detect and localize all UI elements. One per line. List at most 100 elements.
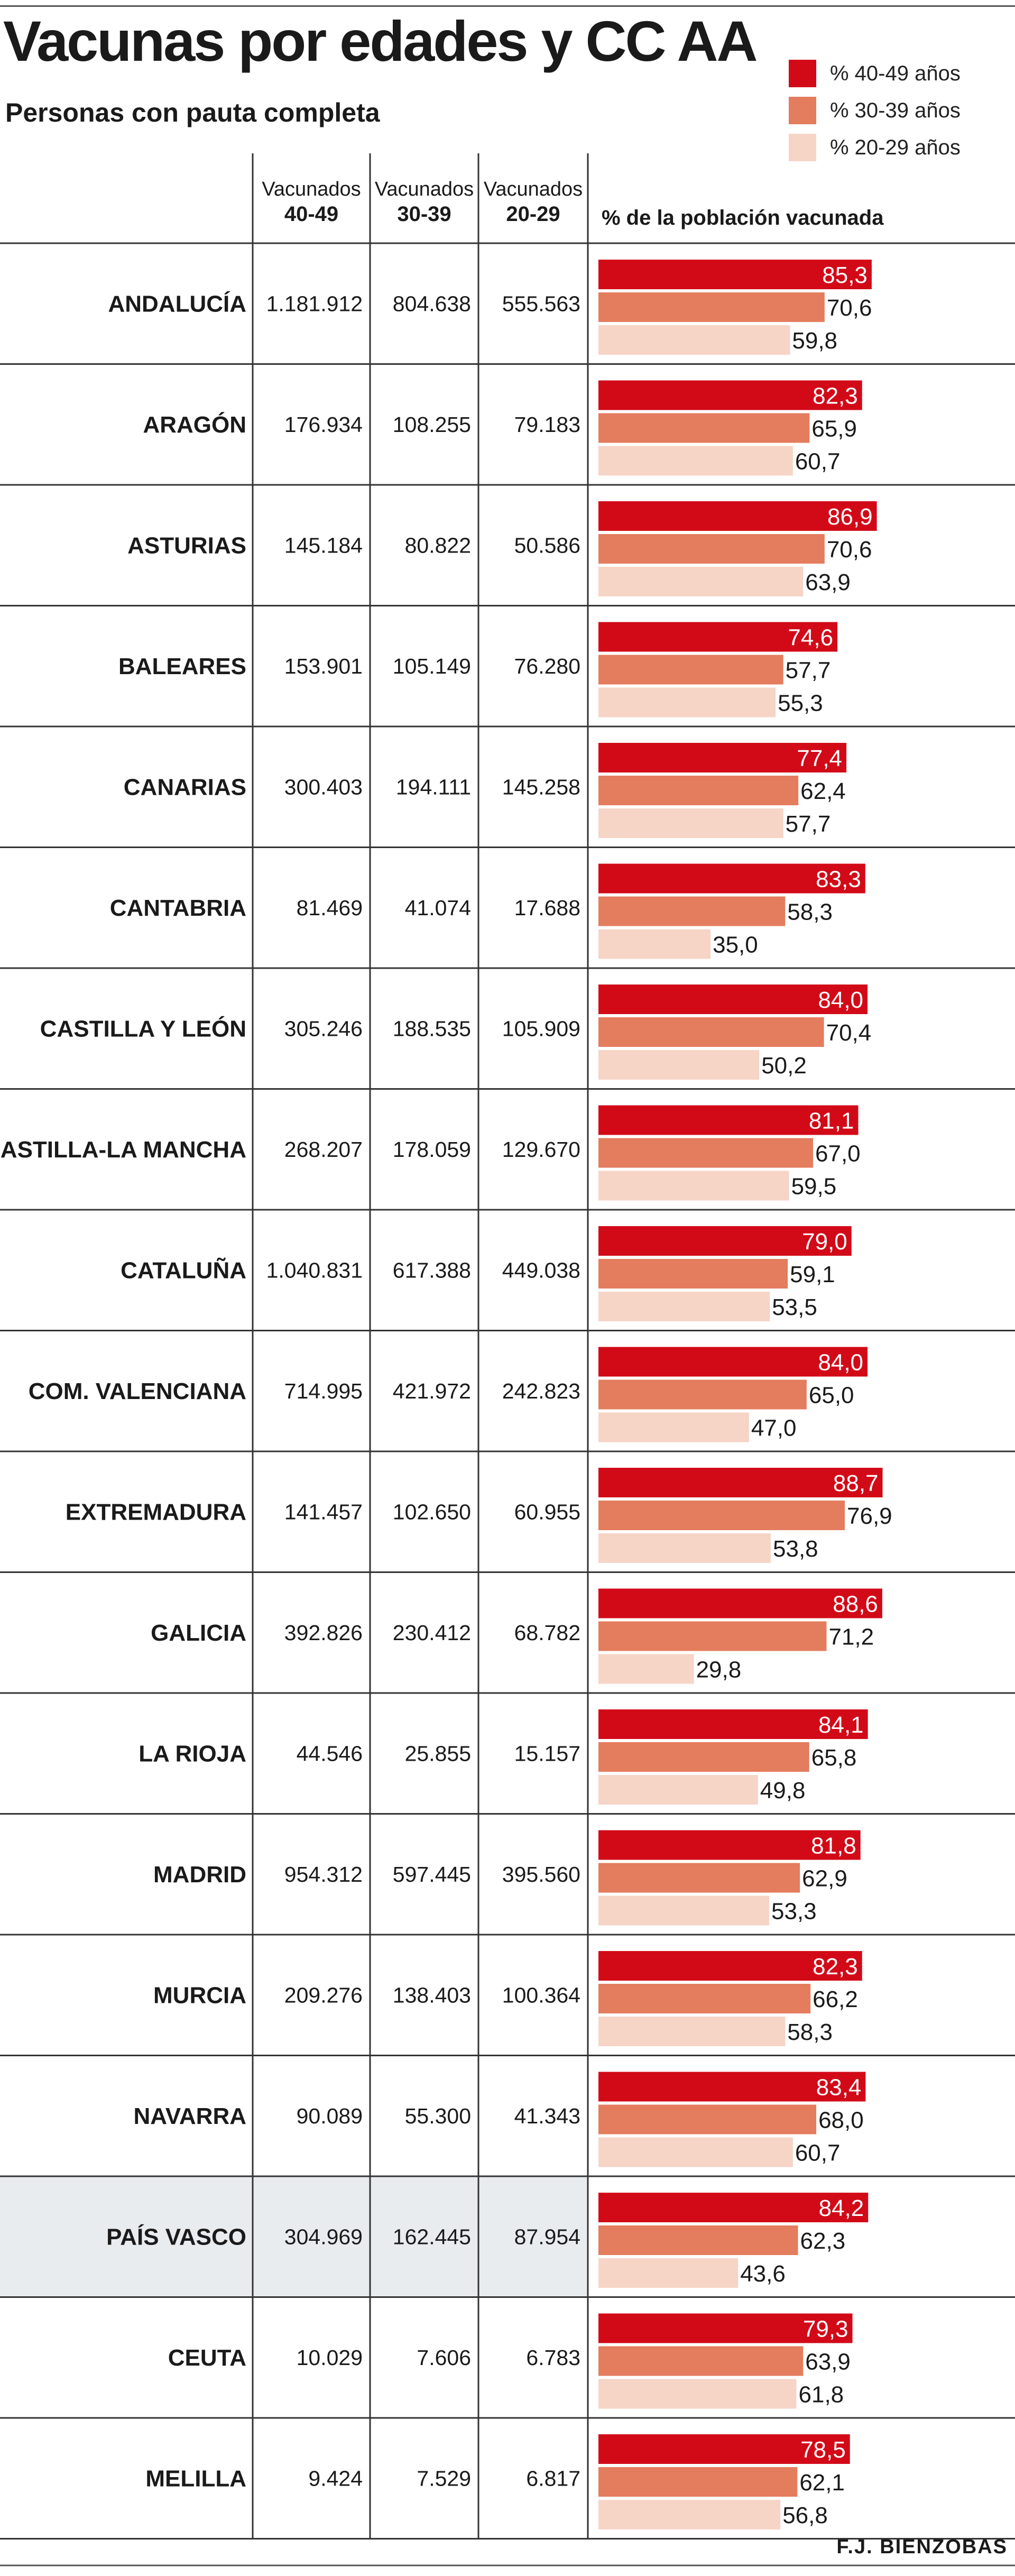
bar-value-label: 86,9	[827, 504, 873, 530]
legend-item-30-39: % 30-39 años	[789, 92, 961, 129]
bar-value-label: 74,6	[788, 625, 833, 651]
vaccinated-count: 242.823	[502, 1379, 580, 1403]
legend-swatch-40-49	[789, 60, 816, 87]
vaccinated-count: 6.783	[526, 2345, 580, 2370]
bar-value-label: 62,3	[800, 2228, 846, 2254]
vaccinated-count: 449.038	[502, 1258, 580, 1282]
bar-20-29	[598, 325, 790, 355]
bar-40-49	[598, 1226, 852, 1256]
vaccinated-count: 300.403	[284, 775, 363, 799]
bar-value-label: 78,5	[800, 2437, 846, 2463]
bar-value-label: 70,4	[826, 1020, 872, 1046]
vaccinated-count: 76.280	[514, 654, 580, 678]
col-header-line1: Vacunados	[375, 178, 474, 200]
bar-40-49	[598, 260, 872, 289]
bar-40-49	[598, 2072, 866, 2102]
bar-40-49	[598, 1709, 868, 1739]
region-name: EXTREMADURA	[66, 1499, 246, 1525]
bar-value-label: 65,8	[811, 1745, 857, 1771]
bar-40-49	[598, 2193, 869, 2222]
vaccinated-count: 305.246	[284, 1016, 363, 1041]
bar-value-label: 65,9	[811, 416, 857, 442]
region-name: ASTURIAS	[127, 532, 246, 558]
vaccinated-count: 188.535	[393, 1016, 471, 1041]
bar-20-29	[598, 446, 793, 476]
vaccinated-count: 44.546	[297, 1741, 363, 1765]
top-rule	[0, 5, 1015, 7]
bar-value-label: 58,3	[787, 899, 833, 925]
vaccinated-count: 1.181.912	[266, 291, 363, 316]
bar-value-label: 62,9	[802, 1866, 847, 1892]
vaccinated-count: 50.586	[514, 533, 580, 557]
vaccinated-count: 55.300	[405, 2104, 471, 2128]
bar-20-29	[598, 687, 776, 717]
bar-value-label: 85,3	[822, 262, 868, 288]
bar-40-49	[598, 1468, 883, 1497]
region-name: CEUTA	[168, 2345, 246, 2371]
vaccinated-count: 162.445	[393, 2224, 471, 2249]
vaccinated-count: 804.638	[393, 291, 471, 316]
bar-20-29	[598, 2379, 797, 2409]
legend-item-40-49: % 40-49 años	[789, 55, 961, 92]
bar-40-49	[598, 1588, 882, 1618]
legend: % 40-49 años % 30-39 años % 20-29 años	[789, 55, 961, 166]
vaccinated-count: 176.934	[284, 412, 363, 437]
col-header-line2: 40-49	[284, 203, 338, 226]
bar-value-label: 53,8	[773, 1536, 818, 1562]
bar-30-39	[598, 292, 825, 322]
bar-value-label: 84,1	[818, 1712, 864, 1738]
bar-value-label: 83,3	[816, 867, 861, 893]
bar-value-label: 35,0	[713, 932, 758, 958]
bar-value-label: 59,1	[790, 1262, 835, 1287]
vaccinated-count: 1.040.831	[266, 1258, 363, 1282]
vaccinated-count: 90.089	[297, 2104, 363, 2128]
bar-value-label: 65,0	[809, 1383, 854, 1409]
bar-30-39	[598, 1501, 845, 1530]
bar-30-39	[598, 1621, 827, 1651]
bar-40-49	[598, 2313, 853, 2343]
bar-20-29	[598, 1654, 694, 1684]
region-name: ARAGÓN	[143, 411, 246, 438]
vaccinated-count: 392.826	[284, 1621, 363, 1645]
vaccinated-count: 194.111	[396, 775, 471, 799]
vaccinated-count: 145.258	[502, 775, 580, 799]
bar-40-49	[598, 1830, 861, 1860]
bar-30-39	[598, 2346, 804, 2376]
vaccinated-count: 15.157	[514, 1741, 580, 1765]
bar-value-label: 83,4	[816, 2075, 862, 2101]
bar-30-39	[598, 1742, 809, 1772]
bar-value-label: 60,7	[795, 449, 841, 475]
bar-column-header: % de la población vacunada	[602, 206, 884, 229]
bar-value-label: 50,2	[761, 1053, 807, 1079]
bar-value-label: 88,6	[833, 1591, 878, 1617]
legend-swatch-30-39	[789, 97, 816, 124]
vaccinated-count: 81.469	[297, 896, 363, 920]
chart-title: Vacunas por edades y CC AA	[3, 9, 758, 73]
bar-30-39	[598, 534, 825, 564]
vaccinated-count: 41.343	[514, 2104, 580, 2128]
bar-40-49	[598, 2434, 850, 2464]
bar-20-29	[598, 1412, 749, 1442]
vaccinated-count: 10.029	[297, 2345, 363, 2370]
bar-30-39	[598, 1984, 811, 2013]
bar-30-39	[598, 1259, 788, 1289]
vaccinated-count: 153.901	[284, 654, 363, 678]
bar-value-label: 57,7	[786, 811, 831, 837]
vaccinated-count: 421.972	[393, 1379, 471, 1403]
region-name: CANTABRIA	[110, 895, 246, 921]
bar-value-label: 47,0	[751, 1415, 797, 1441]
bar-value-label: 29,8	[696, 1657, 742, 1683]
bar-20-29	[598, 567, 804, 596]
bar-value-label: 61,8	[799, 2382, 844, 2408]
bar-40-49	[598, 1951, 862, 1981]
bar-20-29	[598, 808, 783, 838]
vaccinated-count: 555.563	[502, 291, 580, 316]
bar-value-label: 66,2	[813, 1986, 858, 2012]
bar-value-label: 63,9	[805, 569, 851, 595]
bar-40-49	[598, 985, 868, 1014]
legend-item-20-29: % 20-29 años	[789, 129, 961, 166]
vaccinated-count: 25.855	[405, 1741, 471, 1765]
col-header-line2: 20-29	[506, 203, 560, 226]
bar-value-label: 49,8	[760, 1778, 806, 1804]
